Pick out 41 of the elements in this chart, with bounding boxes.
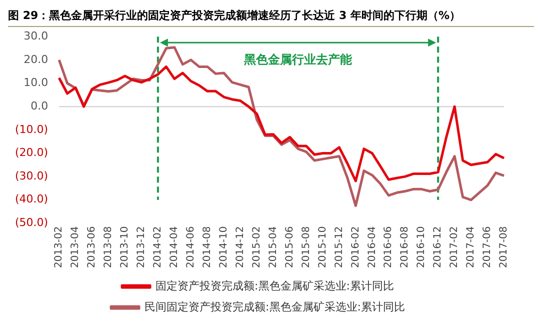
x-tick-label: 2016-02 bbox=[350, 226, 362, 268]
legend-label: 固定资产投资完成额:黑色金属矿采选业:累计同比 bbox=[156, 279, 394, 292]
x-tick-label: 2014-10 bbox=[218, 226, 230, 268]
y-tick-label: (30.0) bbox=[14, 169, 48, 182]
x-tick-label: 2017-06 bbox=[482, 226, 494, 268]
x-tick-label: 2013-12 bbox=[136, 226, 148, 268]
x-tick-label: 2016-12 bbox=[432, 226, 444, 268]
x-tick-label: 2015-02 bbox=[251, 226, 262, 268]
legend-label: 民间固定资产投资完成额:黑色金属矿采选业:累计同比 bbox=[144, 300, 405, 314]
chart-title: 图 29：黑色金属开采行业的固定资产投资完成额增速经历了长达近 3 年时间的下行期（%） bbox=[8, 8, 534, 27]
y-tick-label: (20.0) bbox=[14, 146, 48, 160]
x-tick-label: 2016-10 bbox=[416, 226, 428, 268]
y-tick-label: 0.0 bbox=[30, 99, 48, 112]
x-tick-label: 2017-02 bbox=[449, 226, 460, 268]
y-tick-label: (10.0) bbox=[14, 122, 48, 136]
x-tick-label: 2015-04 bbox=[268, 226, 279, 268]
x-tick-label: 2017-08 bbox=[498, 226, 510, 268]
y-tick-label: (40.0) bbox=[14, 192, 48, 206]
x-tick-label: 2013-06 bbox=[86, 226, 98, 268]
x-tick-label: 2016-04 bbox=[366, 226, 378, 268]
x-tick-label: 2014-04 bbox=[169, 226, 180, 268]
x-tick-label: 2015-06 bbox=[284, 226, 296, 268]
x-tick-label: 2015-08 bbox=[300, 226, 312, 268]
y-tick-label: (50.0) bbox=[14, 216, 48, 230]
y-tick-label: 10.0 bbox=[24, 76, 48, 90]
x-tick-label: 2014-08 bbox=[202, 226, 213, 268]
x-tick-label: 2013-08 bbox=[103, 226, 114, 268]
x-tick-label: 2016-08 bbox=[400, 226, 411, 268]
x-tick-label: 2013-02 bbox=[54, 226, 65, 268]
x-tick-label: 2015-10 bbox=[317, 226, 328, 268]
x-tick-label: 2013-10 bbox=[120, 226, 131, 268]
y-tick-label: 20.0 bbox=[24, 52, 48, 66]
x-tick-label: 2014-02 bbox=[152, 226, 164, 268]
annotation: 黑色金属行业去产能 bbox=[243, 52, 354, 67]
x-tick-label: 2017-04 bbox=[466, 226, 477, 268]
x-tick-label: 2013-04 bbox=[70, 226, 82, 268]
x-tick-label: 2015-12 bbox=[334, 226, 345, 268]
y-tick-label: 30.0 bbox=[24, 29, 48, 42]
x-tick-label: 2016-06 bbox=[383, 226, 394, 268]
x-tick-label: 2014-12 bbox=[234, 226, 246, 268]
x-tick-label: 2014-06 bbox=[186, 226, 196, 268]
